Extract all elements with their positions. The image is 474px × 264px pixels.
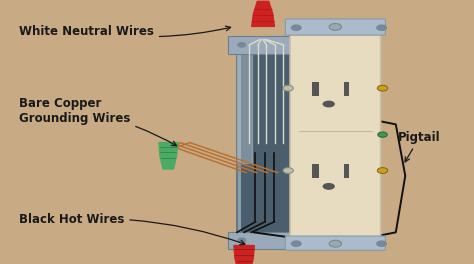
Bar bbox=[228, 232, 308, 249]
FancyBboxPatch shape bbox=[285, 19, 385, 35]
Circle shape bbox=[283, 168, 293, 173]
Circle shape bbox=[300, 43, 307, 47]
Circle shape bbox=[238, 238, 246, 242]
Circle shape bbox=[329, 240, 341, 247]
Circle shape bbox=[283, 85, 293, 91]
Circle shape bbox=[292, 241, 301, 246]
Bar bbox=[344, 164, 349, 178]
Text: Pigtail: Pigtail bbox=[398, 131, 441, 162]
Polygon shape bbox=[234, 246, 255, 264]
Bar bbox=[228, 36, 308, 54]
FancyBboxPatch shape bbox=[290, 30, 381, 240]
Circle shape bbox=[300, 238, 307, 242]
Bar bbox=[237, 52, 252, 163]
Circle shape bbox=[377, 25, 386, 30]
Text: White Neutral Wires: White Neutral Wires bbox=[19, 25, 230, 38]
Bar bbox=[241, 44, 295, 241]
Circle shape bbox=[377, 168, 388, 173]
Circle shape bbox=[322, 183, 335, 190]
Circle shape bbox=[378, 132, 387, 137]
Bar bbox=[312, 82, 319, 96]
Circle shape bbox=[322, 101, 335, 107]
Text: Bare Copper
Grounding Wires: Bare Copper Grounding Wires bbox=[19, 97, 176, 146]
Bar bbox=[344, 82, 349, 96]
Circle shape bbox=[377, 85, 388, 91]
Bar bbox=[312, 164, 319, 178]
Polygon shape bbox=[252, 1, 274, 26]
FancyBboxPatch shape bbox=[285, 236, 385, 250]
Circle shape bbox=[329, 23, 341, 30]
Circle shape bbox=[292, 25, 301, 30]
Polygon shape bbox=[159, 143, 178, 169]
Circle shape bbox=[377, 241, 386, 246]
Text: Black Hot Wires: Black Hot Wires bbox=[19, 213, 245, 245]
Circle shape bbox=[238, 43, 246, 47]
Bar bbox=[237, 42, 299, 243]
